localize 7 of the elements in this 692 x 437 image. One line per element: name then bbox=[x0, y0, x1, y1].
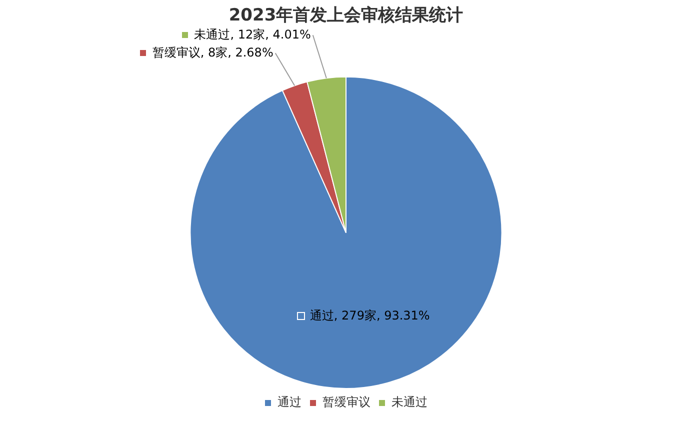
legend-label: 暂缓审议 bbox=[322, 395, 370, 410]
data-label: 通过, 279家, 93.31% bbox=[310, 308, 430, 323]
legend-label: 通过 bbox=[278, 395, 302, 410]
chart-title: 2023年首发上会审核结果统计 bbox=[228, 6, 464, 26]
data-label: 暂缓审议, 8家, 2.68% bbox=[152, 45, 274, 60]
legend-label: 未通过 bbox=[392, 395, 428, 410]
data-label: 未通过, 12家, 4.01% bbox=[194, 27, 311, 42]
